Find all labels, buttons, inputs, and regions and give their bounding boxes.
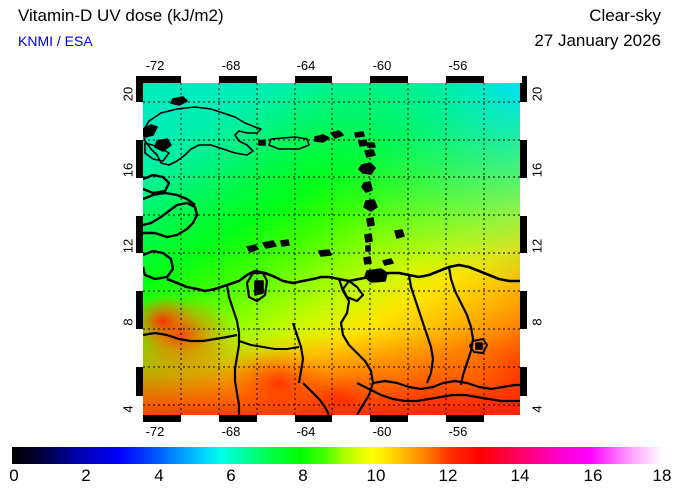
tick-seg-bottom [181, 415, 219, 422]
y-tick-right: 16 [529, 162, 545, 178]
header: Vitamin-D UV dose (kJ/m2) KNMI / ESA Cle… [0, 0, 675, 60]
x-tick-bottom: -60 [372, 424, 392, 439]
tick-seg-top [332, 76, 370, 83]
map-gridlines [143, 83, 520, 415]
tick-seg-right [520, 102, 527, 140]
x-tick-bottom: -72 [145, 424, 165, 439]
tick-seg-bottom [408, 415, 446, 422]
tick-seg-bottom [484, 415, 522, 422]
tick-seg-top [257, 76, 295, 83]
y-tick-right: 4 [529, 405, 545, 413]
y-tick-left: 16 [120, 162, 136, 178]
tick-seg-bottom [257, 415, 295, 422]
tick-seg-left [136, 102, 143, 140]
tick-seg-bottom [332, 415, 370, 422]
y-tick-left: 4 [120, 405, 136, 413]
tick-seg-left [136, 329, 143, 367]
page-title: Vitamin-D UV dose (kJ/m2) [18, 6, 224, 25]
x-tick-top: -68 [221, 58, 241, 73]
x-tick-bottom: -56 [448, 424, 468, 439]
x-tick-top: -56 [448, 58, 468, 73]
x-tick-top: -60 [372, 58, 392, 73]
tick-seg-top [484, 76, 522, 83]
colorbar-tick: 10 [366, 466, 386, 485]
credit-label: KNMI / ESA [18, 33, 93, 49]
colorbar-tick: 16 [583, 466, 603, 485]
tick-seg-right [520, 329, 527, 367]
colorbar-gradient [12, 447, 663, 464]
colorbar-tick: 4 [154, 466, 164, 485]
y-tick-left: 8 [120, 318, 136, 326]
y-tick-right: 20 [529, 86, 545, 102]
tick-seg-top [181, 76, 219, 83]
map-frame [136, 76, 527, 422]
colorbar: 0 2 4 6 8 10 12 14 16 18 [9, 447, 671, 490]
map-plot [136, 76, 527, 422]
y-tick-right: 12 [529, 238, 545, 254]
y-tick-right: 8 [529, 318, 545, 326]
colorbar-tick: 8 [298, 466, 308, 485]
map-canvas [143, 83, 520, 415]
tick-seg-right [520, 253, 527, 291]
tick-seg-left [136, 253, 143, 291]
tick-seg-left [136, 178, 143, 216]
tick-seg-right [520, 178, 527, 216]
colorbar-tick: 14 [510, 466, 530, 485]
y-tick-left: 20 [120, 86, 136, 102]
tick-seg-right [520, 396, 527, 422]
coastline-overlay [143, 96, 520, 415]
x-tick-top: -64 [296, 58, 316, 73]
tick-seg-left [136, 396, 143, 422]
colorbar-tick: 12 [438, 466, 458, 485]
tick-seg-top [408, 76, 446, 83]
colorbar-tick: 2 [81, 466, 91, 485]
colorbar-tick: 6 [226, 466, 236, 485]
x-tick-top: -72 [145, 58, 165, 73]
x-tick-bottom: -64 [296, 424, 316, 439]
x-tick-bottom: -68 [221, 424, 241, 439]
colorbar-tick: 0 [9, 466, 19, 485]
colorbar-tick: 18 [652, 466, 672, 485]
sky-condition-label: Clear-sky [589, 6, 661, 25]
y-tick-left: 12 [120, 238, 136, 254]
date-label: 27 January 2026 [534, 31, 661, 50]
